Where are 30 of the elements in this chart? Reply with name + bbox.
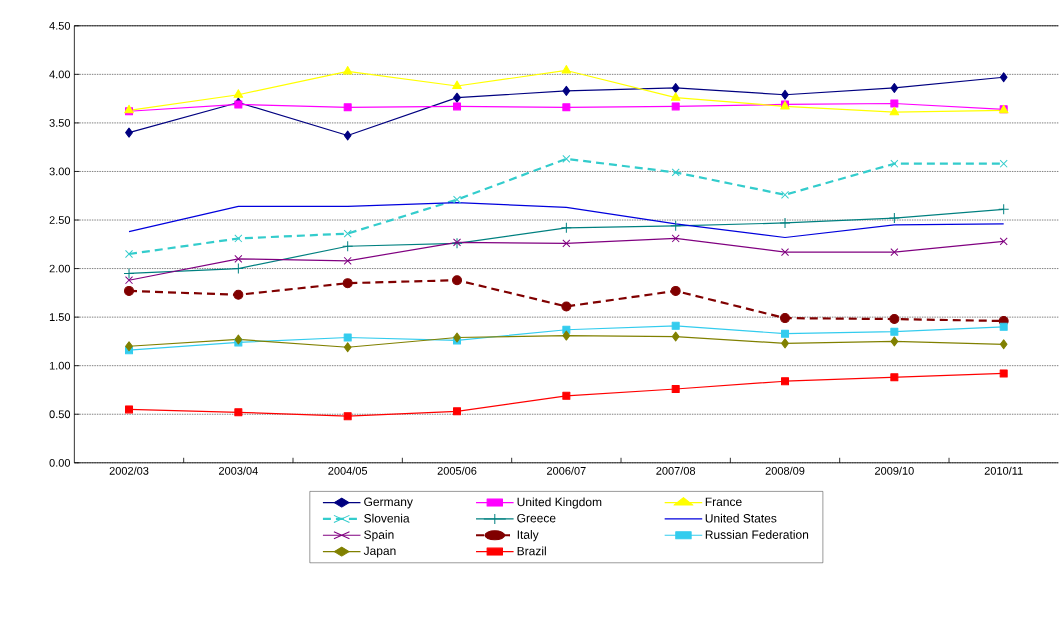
y-tick-label: 3.00 bbox=[49, 167, 71, 176]
legend-label: Japan bbox=[363, 546, 396, 558]
y-tick-label: 2.00 bbox=[49, 264, 71, 273]
legend-label: Greece bbox=[517, 513, 556, 523]
x-tick-label: 2003/04 bbox=[219, 466, 258, 475]
legend-label: United Kingdom bbox=[517, 497, 602, 509]
y-tick-label: 0.00 bbox=[49, 458, 71, 467]
x-tick-label: 2004/05 bbox=[328, 466, 368, 475]
x-tick-label: 2008/09 bbox=[765, 466, 805, 475]
y-tick-label: 1.00 bbox=[49, 361, 71, 370]
y-tick-label: 0.50 bbox=[49, 410, 71, 419]
legend-label: Brazil bbox=[517, 546, 546, 556]
y-tick-label: 4.00 bbox=[49, 70, 71, 79]
x-tick-label: 2002/03 bbox=[109, 466, 149, 475]
y-tick-label: 2.50 bbox=[49, 216, 71, 224]
legend-label: France bbox=[705, 497, 742, 506]
legend-label: Germany bbox=[364, 497, 413, 509]
x-tick-label: 2006/07 bbox=[547, 466, 586, 475]
y-tick-label: 4.50 bbox=[49, 21, 71, 30]
x-tick-label: 2009/10 bbox=[875, 466, 914, 475]
legend-label: Italy bbox=[517, 530, 539, 542]
legend-label: Spain bbox=[364, 530, 394, 542]
legend-label: United States bbox=[705, 513, 777, 523]
x-tick-label: 2005/06 bbox=[437, 466, 477, 475]
x-tick-label: 2007/08 bbox=[656, 466, 696, 475]
legend-label: Slovenia bbox=[364, 513, 410, 523]
y-tick-label: 1.50 bbox=[49, 313, 71, 322]
legend-label: Russian Federation bbox=[705, 530, 809, 539]
x-tick-label: 2010/11 bbox=[984, 466, 1023, 475]
y-tick-label: 3.50 bbox=[49, 119, 71, 127]
